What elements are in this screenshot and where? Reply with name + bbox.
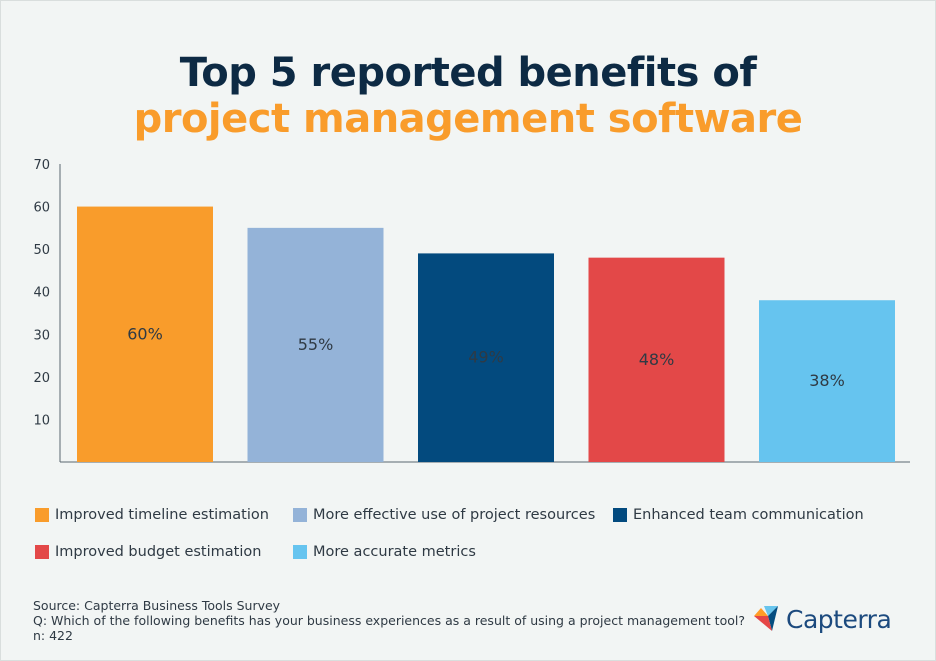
legend-item-0: Improved timeline estimation — [35, 507, 269, 523]
bar-0 — [77, 206, 213, 462]
bar-3 — [588, 257, 725, 462]
legend-label-3: Improved budget estimation — [55, 544, 262, 560]
legend-swatch-3 — [35, 545, 49, 559]
y-tick-label-50: 50 — [33, 243, 50, 258]
legend-item-3: Improved budget estimation — [35, 544, 261, 560]
capterra-logo-icon — [754, 606, 778, 631]
bar-data-label-2: 49% — [468, 348, 504, 367]
bar-data-label-4: 38% — [809, 371, 845, 390]
y-tick-label-70: 70 — [33, 158, 50, 173]
legend-label-4: More accurate metrics — [313, 544, 476, 560]
bar-4 — [759, 300, 895, 462]
legend-label-2: Enhanced team communication — [633, 507, 864, 523]
bar-chart: 10 20 30 40 50 60 70 60% 55% 49% 48% 38% — [33, 158, 910, 463]
footer-question: Q: Which of the following benefits has y… — [33, 613, 745, 628]
y-tick-label-60: 60 — [33, 201, 50, 216]
legend-item-2: Enhanced team communication — [613, 507, 864, 523]
chart-title-line1: Top 5 reported benefits of — [179, 50, 757, 96]
y-tick-label-40: 40 — [33, 286, 50, 301]
legend-label-1: More effective use of project resources — [313, 507, 596, 523]
legend-swatch-0 — [35, 508, 49, 522]
legend-swatch-1 — [293, 508, 307, 522]
legend-item-4: More accurate metrics — [293, 544, 476, 560]
legend-label-0: Improved timeline estimation — [55, 507, 269, 523]
footer: Source: Capterra Business Tools Survey Q… — [33, 598, 745, 643]
logo-text: Capterra — [786, 604, 892, 634]
legend-swatch-4 — [293, 545, 307, 559]
y-tick-label-10: 10 — [33, 413, 50, 428]
capterra-logo: Capterra — [752, 604, 892, 634]
y-tick-label-30: 30 — [33, 328, 50, 343]
bar-2 — [418, 253, 554, 462]
chart-title-line2: project management software — [133, 96, 803, 142]
bar-data-label-1: 55% — [298, 335, 334, 354]
y-tick-label-20: 20 — [33, 371, 50, 386]
bar-1 — [247, 227, 384, 462]
bar-data-label-0: 60% — [127, 324, 163, 343]
footer-n: n: 422 — [33, 628, 73, 643]
legend-item-1: More effective use of project resources — [293, 507, 595, 523]
legend-swatch-2 — [613, 508, 627, 522]
footer-source: Source: Capterra Business Tools Survey — [33, 598, 281, 613]
bar-data-label-3: 48% — [639, 350, 675, 369]
